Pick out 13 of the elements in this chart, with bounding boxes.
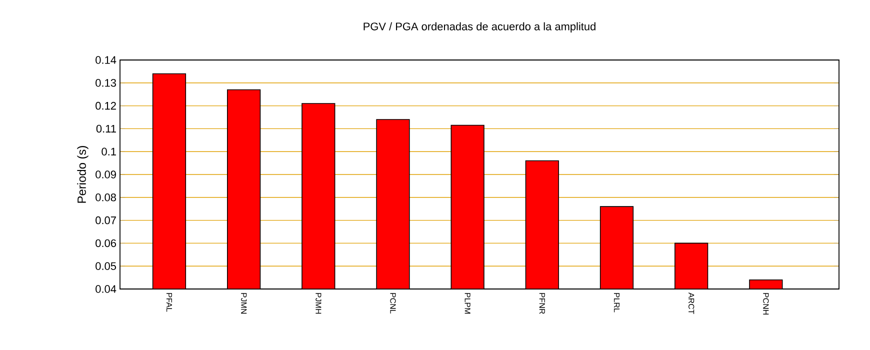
chart-title: PGV / PGA ordenadas de acuerdo a la amplitud bbox=[364, 22, 596, 32]
y-tick-label: 0.08 bbox=[96, 194, 116, 202]
y-tick-label: 0.14 bbox=[96, 56, 116, 64]
y-tick-label: 0.05 bbox=[96, 262, 116, 270]
y-axis-title: Periodo (s) bbox=[77, 146, 88, 203]
y-tick-label: 0.12 bbox=[96, 102, 116, 110]
y-tick-label: 0.06 bbox=[96, 239, 116, 248]
y-tick-label: 0.09 bbox=[96, 170, 116, 178]
y-tick-label: 0.1 bbox=[102, 148, 116, 156]
y-tick-label: 0.07 bbox=[96, 216, 116, 224]
y-tick-label: 0.04 bbox=[96, 285, 116, 293]
y-tick-label: 0.13 bbox=[96, 79, 116, 87]
y-tick-label: 0.11 bbox=[96, 124, 116, 133]
